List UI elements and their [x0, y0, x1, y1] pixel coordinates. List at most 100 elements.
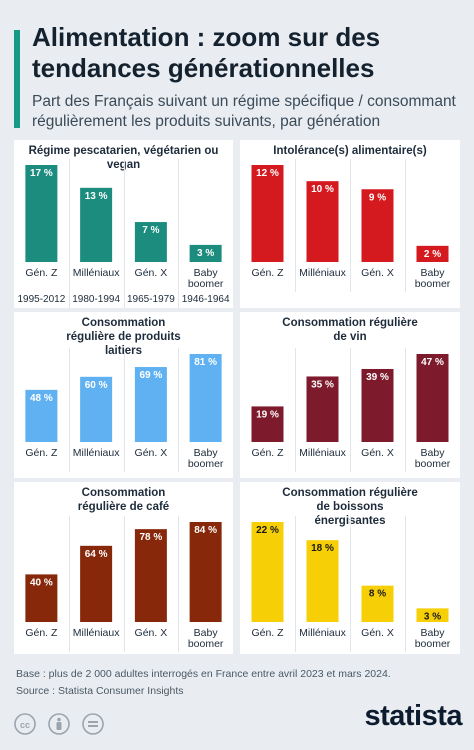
bar-value-label: 48 % [30, 393, 53, 404]
bar-value-label: 39 % [366, 372, 389, 383]
category-label: Gén. Z [25, 447, 58, 459]
chart-panel: Consommation régulière de produits laiti… [14, 312, 233, 478]
by-icon [48, 713, 70, 735]
category-label: Milléniaux [73, 447, 120, 459]
category-label: Gén. X [361, 447, 394, 459]
bar-value-label: 69 % [139, 370, 162, 381]
bar [361, 585, 394, 622]
chart-title: Consommation régulière de vin [282, 317, 418, 343]
logo-text: statista [364, 700, 462, 732]
bar-value-label: 9 % [369, 192, 386, 203]
category-label: Milléniaux [299, 447, 346, 459]
bar-value-label: 12 % [256, 168, 279, 179]
bar-value-label: 35 % [311, 379, 334, 390]
footer-base-note: Base : plus de 2 000 adultes interrogés … [16, 668, 391, 680]
category-label: Baby boomer [188, 267, 224, 290]
bar-chart: 19 % Gén. Z 35 % Milléniaux 39 % Gén. X 47 % Ba… [251, 348, 451, 472]
bar [25, 389, 58, 442]
chart-title: Régime pescatarien, végétarien ou vegan [28, 145, 219, 171]
category-label: Baby boomer [415, 447, 451, 470]
category-label: Milléniaux [73, 267, 120, 279]
statista-logo[interactable]: statista [364, 700, 462, 736]
category-label: Gén. Z [25, 267, 58, 279]
bar-value-label: 3 % [424, 611, 441, 622]
bar-value-label: 22 % [256, 525, 279, 536]
bar-chart: 48 % Gén. Z 60 % Milléniaux 69 % Gén. X 81 % Ba… [25, 348, 224, 472]
category-label: Gén. Z [251, 627, 284, 639]
bar [189, 522, 222, 622]
bar-chart: 12 % Gén. Z 10 % Milléniaux 9 % Gén. X 2 % Baby… [251, 159, 451, 292]
bar-value-label: 40 % [30, 577, 53, 588]
bar-value-label: 17 % [30, 168, 53, 179]
bar-chart: 22 % Gén. Z 18 % Milléniaux 8 % Gén. X 3 % Baby… [251, 516, 451, 652]
category-label: Gén. Z [251, 447, 284, 459]
title-accent-bar [14, 30, 20, 128]
bar [306, 181, 339, 262]
license-icons: cc [14, 713, 104, 735]
bar-value-label: 13 % [85, 191, 108, 202]
category-label: Gén. X [135, 627, 168, 639]
bar-value-label: 18 % [311, 543, 334, 554]
category-label: Baby boomer [415, 267, 451, 290]
chart-panel: Régime pescatarien, végétarien ou vegan 1… [14, 140, 233, 308]
bar-value-label: 10 % [311, 184, 334, 195]
bar-value-label: 84 % [194, 525, 217, 536]
chart-panel: Consommation régulière de boissons énerg… [240, 482, 460, 654]
category-label: Milléniaux [299, 627, 346, 639]
bar [25, 574, 58, 622]
category-label: Milléniaux [299, 267, 346, 279]
bar [306, 540, 339, 622]
page-title: Alimentation : zoom sur des tendances gé… [32, 22, 381, 83]
bar-value-label: 64 % [85, 549, 108, 560]
bar-chart: 40 % Gén. Z 64 % Milléniaux 78 % Gén. X 84 % Ba… [25, 516, 224, 652]
bar [134, 222, 167, 262]
bar [134, 367, 167, 442]
bar-value-label: 60 % [85, 380, 108, 391]
bar [80, 187, 113, 262]
bar [251, 165, 284, 262]
bar [189, 354, 222, 442]
category-label: Baby boomer [415, 627, 451, 650]
bar [80, 376, 113, 442]
chart-panel: Consommation régulière de café 40 % Gén. Z… [14, 482, 233, 654]
svg-text:cc: cc [20, 720, 30, 730]
bar [134, 529, 167, 622]
category-label: Gén. X [361, 627, 394, 639]
bar [416, 245, 449, 262]
bar [416, 354, 449, 442]
category-label: Gén. Z [251, 267, 284, 279]
bar-chart: 17 % Gén. Z 1995-2012 13 % Milléniaux 1980-19… [17, 159, 230, 308]
bar [25, 165, 58, 262]
category-label: Gén. X [135, 267, 168, 279]
bar [361, 368, 394, 442]
bar [361, 189, 394, 262]
bar-value-label: 47 % [421, 357, 444, 368]
bar-value-label: 8 % [369, 589, 386, 600]
bar-value-label: 81 % [194, 357, 217, 368]
chart-panel: Consommation régulière de vin 19 % Gén. Z 3… [240, 312, 460, 478]
footer-source: Source : Statista Consumer Insights [16, 685, 184, 697]
generation-years-label: 1946-1964 [182, 294, 230, 305]
bar [189, 244, 222, 262]
bar-value-label: 78 % [139, 532, 162, 543]
page-subtitle: Part des Français suivant un régime spéc… [32, 93, 456, 130]
bar [306, 376, 339, 442]
chart-title: Consommation régulière de boissons énerg… [282, 487, 418, 527]
generation-years-label: 1995-2012 [17, 294, 65, 305]
nd-icon [82, 713, 104, 735]
generation-years-label: 1980-1994 [72, 294, 120, 305]
category-label: Gén. Z [25, 627, 58, 639]
chart-title: Consommation régulière de café [77, 487, 170, 513]
bar [251, 522, 284, 622]
category-label: Milléniaux [73, 627, 120, 639]
chart-title: Consommation régulière de produits laiti… [66, 317, 181, 357]
category-label: Gén. X [361, 267, 394, 279]
bar-value-label: 7 % [142, 225, 159, 236]
generation-years-label: 1965-1979 [127, 294, 175, 305]
bar-value-label: 19 % [256, 409, 279, 420]
bar [80, 545, 113, 622]
bar-value-label: 2 % [424, 249, 441, 260]
bar-value-label: 3 % [197, 248, 214, 259]
category-label: Baby boomer [188, 627, 224, 650]
